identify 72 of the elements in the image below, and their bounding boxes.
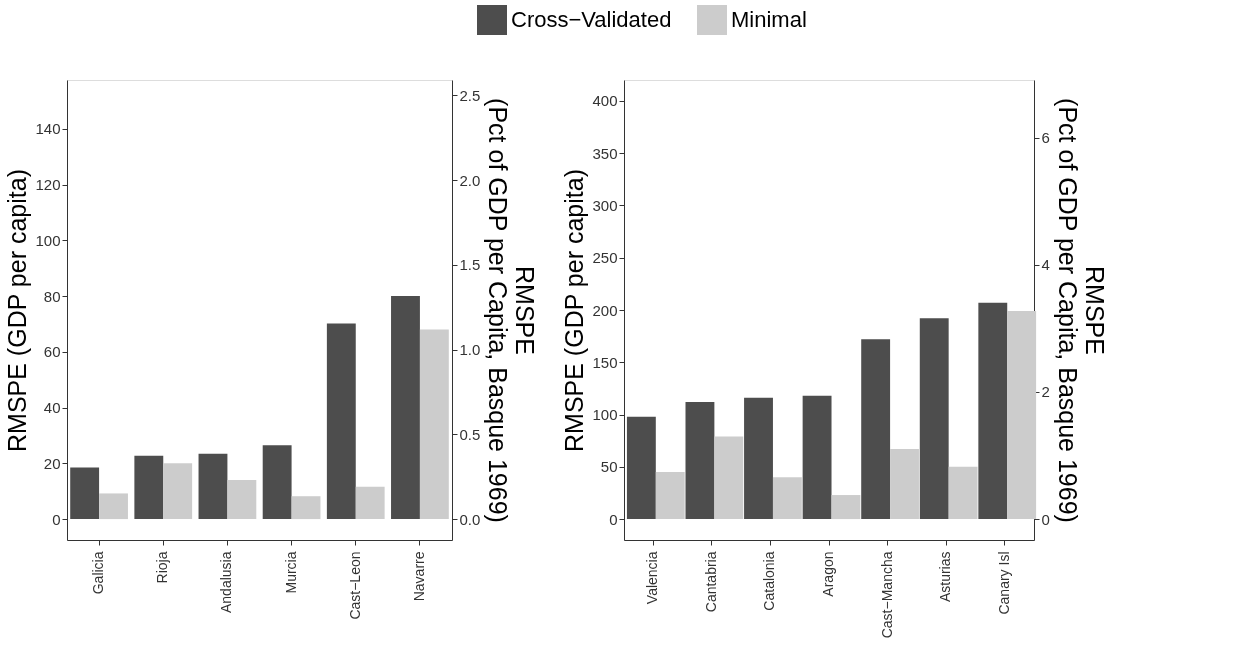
bar bbox=[198, 453, 228, 520]
y2-axis-title: RMSPE (Pct of GDP per Capita, Basque 1969) bbox=[484, 98, 540, 523]
y-tick-label: 350 bbox=[592, 144, 618, 162]
y2-tick-label: 1.0 bbox=[459, 341, 481, 359]
y2-tick-label: 2 bbox=[1041, 383, 1050, 401]
x-tick-label: Andalusia bbox=[218, 551, 235, 613]
bar bbox=[391, 296, 420, 520]
y-tick-label: 100 bbox=[35, 231, 61, 249]
legend-label: Cross−Validated bbox=[511, 7, 672, 32]
bar bbox=[326, 323, 356, 520]
bar bbox=[626, 416, 656, 520]
y-tick-label: 200 bbox=[592, 301, 618, 319]
y-tick-label: 60 bbox=[43, 343, 61, 361]
y-axis-title: RMSPE (GDP per capita) bbox=[560, 169, 589, 452]
x-tick-label: Cast−Mancha bbox=[878, 551, 895, 639]
y2-axis-title: RMSPE (Pct of GDP per Capita, Basque 1969) bbox=[1053, 98, 1109, 523]
x-tick-label: Rioja bbox=[154, 551, 171, 584]
x-tick-label: Navarre bbox=[410, 551, 427, 602]
x-tick-label: Valencia bbox=[644, 551, 661, 605]
y2-tick-label: 4 bbox=[1041, 256, 1050, 274]
y-tick-label: 300 bbox=[592, 196, 618, 214]
y2-tick-label: 0.5 bbox=[459, 425, 481, 443]
legend-label: Minimal bbox=[731, 7, 807, 32]
bar bbox=[890, 449, 919, 520]
x-tick-label: Catalonia bbox=[761, 551, 778, 611]
bar bbox=[685, 402, 715, 520]
bar bbox=[99, 493, 128, 520]
bar bbox=[291, 496, 321, 520]
y-tick-label: 140 bbox=[35, 120, 61, 138]
bar bbox=[744, 397, 773, 520]
bar bbox=[919, 318, 949, 520]
y-tick-label: 80 bbox=[43, 287, 61, 305]
bar bbox=[714, 436, 744, 520]
y2-tick-label: 0 bbox=[1041, 510, 1050, 528]
y-tick-label: 40 bbox=[43, 399, 61, 417]
x-tick-label: Murcia bbox=[282, 551, 299, 594]
bar bbox=[70, 467, 100, 520]
bar bbox=[861, 339, 891, 520]
y-tick-label: 400 bbox=[592, 92, 618, 110]
bar bbox=[355, 486, 385, 520]
y-axis-title: RMSPE (GDP per capita) bbox=[3, 169, 32, 452]
y-tick-label: 0 bbox=[52, 510, 61, 528]
y-tick-label: 100 bbox=[592, 406, 618, 424]
y-tick-label: 150 bbox=[592, 353, 618, 371]
y-tick-label: 0 bbox=[609, 510, 618, 528]
bar bbox=[262, 445, 292, 520]
y-tick-label: 120 bbox=[35, 176, 61, 194]
bar bbox=[948, 466, 978, 520]
y-tick-label: 20 bbox=[43, 454, 61, 472]
bar bbox=[134, 455, 164, 520]
bar bbox=[831, 495, 861, 520]
bar bbox=[772, 477, 802, 520]
y2-tick-label: 6 bbox=[1041, 129, 1050, 147]
x-tick-label: Galicia bbox=[90, 551, 107, 595]
x-tick-label: Asturias bbox=[937, 551, 954, 603]
y2-tick-label: 2.5 bbox=[459, 86, 481, 104]
x-tick-label: Canary Isl bbox=[995, 551, 1012, 615]
y2-tick-label: 1.5 bbox=[459, 256, 481, 274]
x-tick-label: Cantabria bbox=[702, 551, 719, 613]
y2-tick-label: 2.0 bbox=[459, 171, 481, 189]
y-tick-label: 250 bbox=[592, 249, 618, 267]
y2-tick-label: 0.0 bbox=[459, 510, 481, 528]
bar bbox=[419, 329, 449, 520]
bar bbox=[1007, 311, 1037, 520]
x-tick-label: Cast−Leon bbox=[346, 551, 363, 620]
bar bbox=[978, 302, 1008, 520]
y-tick-label: 50 bbox=[600, 458, 618, 476]
bar bbox=[163, 463, 193, 520]
x-tick-label: Aragon bbox=[820, 551, 836, 597]
bar bbox=[655, 472, 685, 520]
bar bbox=[227, 480, 257, 520]
bar bbox=[802, 395, 832, 520]
